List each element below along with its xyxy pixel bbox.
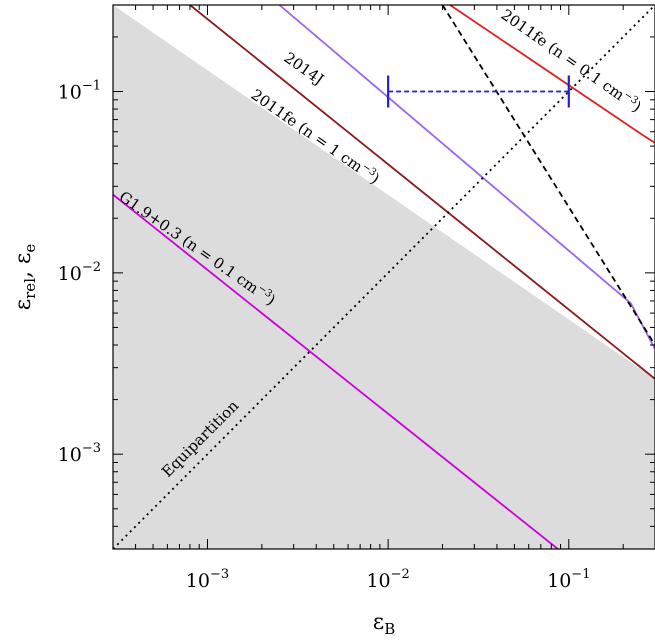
series-fe1 [189, 5, 655, 380]
x-tick-label: 10−1 [547, 567, 590, 592]
y-tick-label: 10−2 [58, 260, 101, 285]
y-tick-label: 10−3 [58, 441, 101, 466]
excluded-region [113, 5, 655, 549]
tick-labels: 10−3 10−2 10−1 10−3 10−2 10−1 [58, 79, 591, 592]
axis-ticks [112, 4, 655, 550]
plot-frame [112, 4, 655, 550]
series-j14 [278, 5, 655, 350]
series-layer [113, 5, 655, 549]
y-axis-label: εrel, εe [11, 244, 39, 311]
y-tick-label: 10−1 [58, 79, 101, 104]
series-dash [441, 5, 655, 346]
x-tick-label: 10−2 [366, 567, 409, 592]
series-equip [113, 5, 655, 549]
plot-area: G1.9+0.3 (n = 0.1 cm−3)2011fe (n = 1 cm−… [113, 5, 655, 549]
curve-label-fe01: 2011fe (n = 0.1 cm−3) [498, 6, 645, 116]
x-axis-label: εB [373, 610, 395, 638]
series-fe01 [449, 5, 655, 144]
x-tick-label: 10−3 [186, 567, 229, 592]
series-g19 [113, 193, 559, 549]
range-marker [387, 75, 570, 108]
